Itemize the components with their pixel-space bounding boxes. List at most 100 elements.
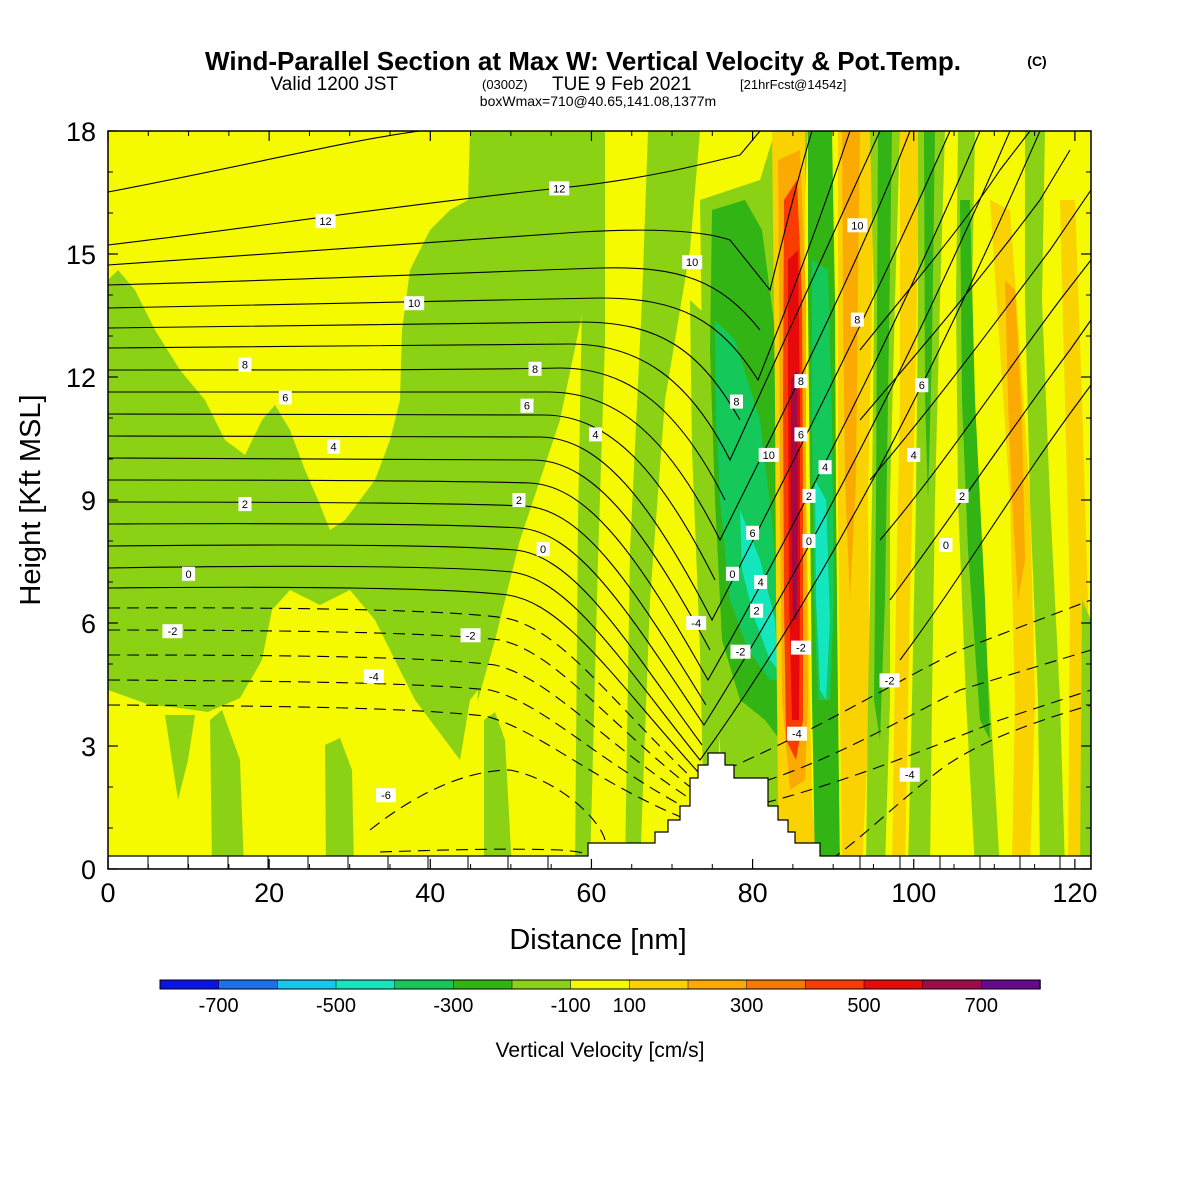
contour-label-text: 0 [729, 569, 735, 581]
contour-label: 6 [520, 398, 534, 413]
contour-label-bg [794, 427, 808, 442]
contour-label: 6 [915, 378, 929, 393]
contour-label-text: 8 [854, 315, 860, 327]
field-stripe [165, 715, 195, 800]
box-wmax-info: boxWmax=710@40.65,141.08,1377m [480, 93, 716, 109]
x-tick-label: 100 [891, 878, 936, 908]
field-stripe [210, 710, 244, 869]
contour-label: 6 [278, 390, 292, 405]
contour-label-bg [588, 427, 602, 442]
contour-label-bg [686, 616, 707, 630]
x-tick-label: 80 [738, 878, 768, 908]
contour-label-bg [939, 538, 953, 553]
contour-label: 0 [182, 566, 196, 581]
x-axis-label: Distance [nm] [509, 924, 686, 956]
contour-label-bg [754, 575, 768, 589]
contour-label-bg [238, 357, 252, 372]
valid-utc: (0300Z) [482, 77, 528, 92]
contour-label-bg [746, 525, 760, 540]
field-downdraft-peak [740, 510, 778, 670]
contour-label-bg [790, 640, 811, 655]
contour-label-text: 10 [763, 450, 775, 462]
chart-title: Wind-Parallel Section at Max W: Vertical… [205, 46, 961, 76]
contour-label-bg [182, 566, 196, 581]
y-axis-label: Height [Kft MSL] [15, 394, 47, 605]
contour-label: 8 [528, 361, 542, 376]
copyright-mark: (C) [1027, 53, 1046, 69]
contour-label-bg [818, 460, 832, 475]
colorbar-tick-labels: -700 -500 -300 -100 100 300 500 700 [199, 995, 998, 1017]
contour-label-text: 6 [524, 401, 530, 413]
field-stripe [575, 131, 605, 869]
contour-label-text: 10 [408, 298, 420, 310]
x-tick-label: 20 [254, 878, 284, 908]
contour-label-text: -2 [736, 647, 746, 659]
contour-label: 2 [750, 603, 764, 618]
contour-label: -4 [899, 767, 920, 782]
contour-label: 4 [818, 460, 832, 475]
x-tick-label: 120 [1052, 878, 1097, 908]
x-tick-label: 0 [100, 878, 115, 908]
colorbar-cell [277, 979, 337, 990]
contour-label-bg [758, 447, 779, 462]
contour-label-text: 2 [959, 491, 965, 503]
contour-label-bg [512, 493, 526, 507]
contour-label-text: 10 [686, 257, 698, 269]
field-band [908, 131, 945, 869]
contour-label-bg [363, 669, 384, 684]
colorbar-title: Vertical Velocity [cm/s] [496, 1039, 705, 1062]
contour-label: 8 [850, 312, 864, 327]
contour-label-text: 8 [798, 376, 804, 388]
contour-label-text: 4 [911, 450, 917, 462]
contour-label: 10 [404, 296, 425, 311]
contour-label-text: 4 [331, 442, 337, 454]
contour-label-bg [847, 218, 868, 233]
terrain [108, 752, 1091, 869]
contour-label-text: -4 [905, 770, 915, 782]
contour-label-bg [278, 390, 292, 405]
contour-label-text: -2 [466, 630, 476, 642]
field-region-left-green [108, 131, 585, 869]
colorbar-frame [159, 979, 1041, 990]
contour-label-bg [907, 447, 921, 462]
contour-label-text: 6 [750, 528, 756, 540]
y-tick-label: 6 [81, 609, 96, 639]
contour-label-text: 4 [758, 577, 764, 589]
contour-label: -6 [375, 788, 396, 803]
contour-label: 2 [512, 493, 526, 507]
x-tick-label: 40 [415, 878, 445, 908]
contour-label-bg [802, 534, 816, 548]
contour-label: -2 [162, 624, 183, 639]
contour-label: -2 [879, 673, 900, 688]
y-axis: 0 3 6 9 12 15 18 [66, 117, 1091, 885]
valid-time-line: Valid 1200 JST (0300Z) TUE 9 Feb 2021 [2… [271, 74, 847, 95]
contour-label-text: -4 [369, 671, 379, 683]
x-tick-label: 60 [576, 878, 606, 908]
contour-label-text: -4 [691, 618, 701, 630]
colorbar-tick-label: 500 [847, 995, 880, 1017]
colorbar-cell [218, 979, 279, 990]
field-band [1080, 600, 1091, 869]
contour-label: -2 [790, 640, 811, 655]
contour-label-bg [238, 497, 252, 512]
contour-label-bg [315, 214, 336, 229]
colorbar-cell [687, 979, 748, 990]
colorbar-tick-label: 100 [613, 995, 646, 1017]
velocity-field: 12 12 10 10 10 8 8 8 8 8 6 6 6 6 4 4 4 4 2 2 2 2 0 0 0 0 10 6 0 4 2 -2 -… [108, 131, 1091, 869]
colorbar-tick-label: -700 [199, 995, 239, 1017]
y-tick-label: 3 [81, 732, 96, 762]
forecast-info: [21hrFcst@1454z] [740, 77, 846, 92]
contour-label-text: 2 [806, 491, 812, 503]
contour-label: 4 [907, 447, 921, 462]
contour-label-bg [879, 673, 900, 688]
contour-label-text: 2 [754, 606, 760, 618]
colorbar-cell [629, 979, 689, 990]
contour-label-text: 4 [822, 462, 828, 474]
field-band [1025, 131, 1065, 869]
contour-label: 10 [758, 447, 779, 462]
contour-label: 0 [802, 534, 816, 548]
colorbar-cell [453, 979, 513, 990]
field-band [924, 131, 935, 500]
contour-label-bg [549, 181, 570, 196]
